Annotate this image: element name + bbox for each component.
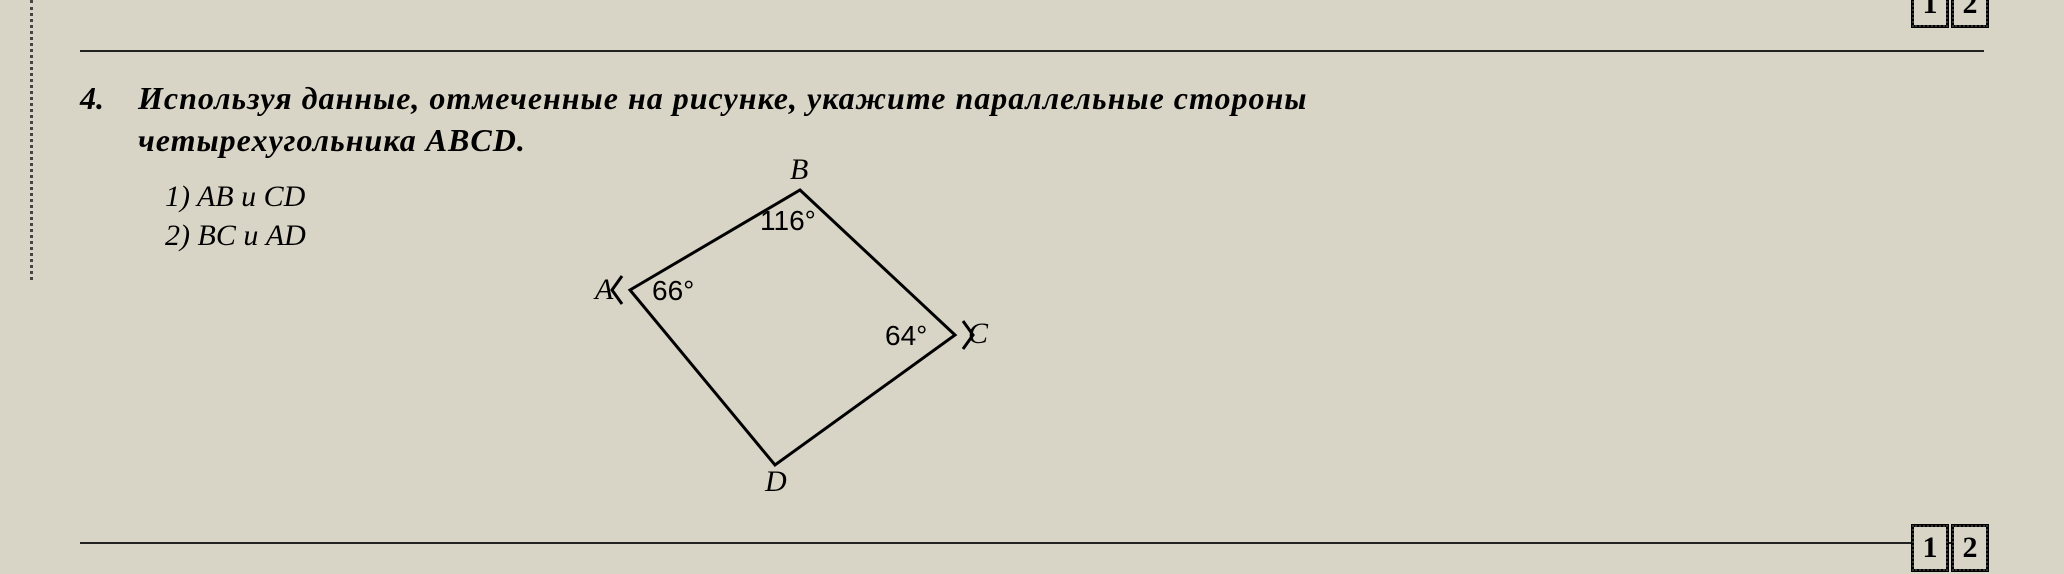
- badge-box: 1: [1911, 0, 1949, 28]
- badge-box: 2: [1951, 0, 1989, 28]
- problem-number: 4.: [80, 80, 104, 117]
- answer-options: 1) AB и CD 2) BC и AD: [165, 180, 306, 258]
- option-text: AB и CD: [197, 180, 305, 213]
- angle-label-B: 116°: [760, 205, 816, 237]
- angle-label-A: 66°: [652, 275, 694, 307]
- option-2: 2) BC и AD: [165, 219, 306, 253]
- page: 1 2 4. Используя данные, отмеченные на р…: [0, 0, 2064, 574]
- vertex-label-C: C: [968, 317, 988, 351]
- option-1: 1) AB и CD: [165, 180, 306, 214]
- bottom-answer-boxes: 1 2: [1911, 524, 1989, 572]
- top-answer-boxes: 1 2: [1911, 0, 1989, 28]
- vertex-label-B: B: [790, 153, 808, 187]
- option-num: 1): [165, 180, 190, 213]
- vertex-label-A: A: [595, 273, 613, 307]
- badge-box: 2: [1951, 524, 1989, 572]
- problem-block: 4. Используя данные, отмеченные на рисун…: [80, 80, 1984, 159]
- angle-mark-A: [612, 276, 622, 304]
- badge-box: 1: [1911, 524, 1949, 572]
- quadrilateral-diagram: A B C D 66° 116° 64°: [590, 175, 1040, 505]
- problem-line1: Используя данные, отмеченные на рисунке,…: [138, 80, 1307, 116]
- vertex-label-D: D: [765, 465, 787, 499]
- option-text: BC и AD: [198, 219, 306, 252]
- angle-label-C: 64°: [885, 320, 927, 352]
- problem-line2: четырехугольника ABCD.: [138, 122, 1307, 159]
- option-num: 2): [165, 219, 190, 252]
- bottom-rule: [80, 542, 1984, 544]
- binding-dots: [30, 0, 33, 280]
- top-rule: [80, 50, 1984, 52]
- problem-text: Используя данные, отмеченные на рисунке,…: [138, 80, 1307, 159]
